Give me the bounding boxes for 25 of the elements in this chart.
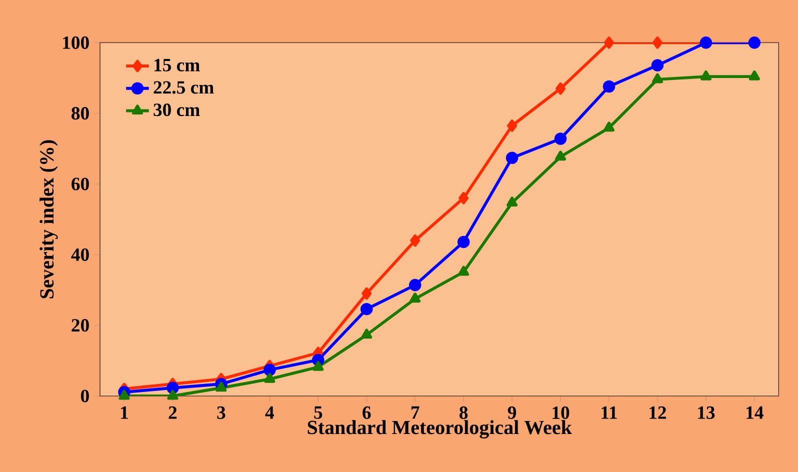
- legend-label: 15 cm: [154, 58, 200, 72]
- legend-label: 30 cm: [154, 104, 200, 116]
- y-tick-label: 40: [71, 248, 89, 261]
- y-tick-label: 100: [63, 36, 89, 49]
- x-tick-label: 4: [265, 406, 274, 419]
- x-tick-label: 6: [362, 406, 371, 419]
- x-tick-label: 2: [168, 406, 177, 419]
- x-tick-label: 9: [508, 406, 516, 419]
- x-tick-label: 13: [698, 406, 715, 419]
- y-tick-label: 0: [80, 390, 89, 402]
- y-tick-label: 80: [72, 107, 89, 120]
- y-tick-label: 60: [72, 178, 89, 190]
- x-axis-title: Standard Meteorological Week: [308, 420, 572, 438]
- x-tick-label: 11: [602, 406, 617, 419]
- x-tick-label: 5: [314, 406, 322, 419]
- x-tick-label: 8: [460, 406, 468, 420]
- x-tick-label: 12: [650, 406, 666, 419]
- x-tick-label: 1: [121, 406, 128, 419]
- x-tick-label: 7: [412, 406, 420, 419]
- legend-label: 22.5 cm: [154, 81, 214, 94]
- y-axis-title: Severity index (%): [40, 140, 58, 298]
- x-tick-label: 10: [552, 406, 570, 420]
- x-tick-label: 3: [217, 406, 226, 419]
- x-tick-label: 14: [746, 406, 764, 419]
- y-tick-label: 20: [72, 319, 89, 332]
